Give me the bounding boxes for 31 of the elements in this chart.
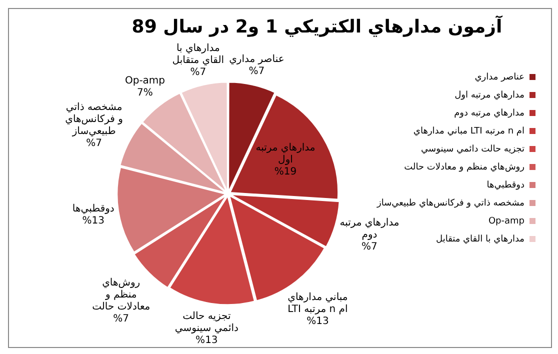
slice-label: Op-amp bbox=[124, 75, 166, 86]
slice-label: مدارهاي مرتبه اول bbox=[256, 142, 316, 166]
legend-label: تجزيه حالت دائمي سينوسي bbox=[421, 144, 525, 154]
slice-label: مباني مدارهاي LTI مرتبه n ام bbox=[288, 292, 348, 316]
data-label: %13 bbox=[196, 335, 218, 346]
slice-label: مدارهاي با القاي متقابل bbox=[172, 42, 224, 66]
data-label: %13 bbox=[82, 216, 105, 227]
data-label: %7 bbox=[86, 138, 102, 150]
legend-label: مدارهاي مرتبه دوم bbox=[454, 108, 525, 118]
legend-label: مدارهاي مرتبه اول bbox=[454, 90, 525, 100]
legend-label: مباني مدارهاي LTI مرتبه n ام bbox=[413, 126, 524, 136]
data-label: %7 bbox=[113, 313, 130, 324]
slice-label: مدارهاي مرتبه دوم bbox=[340, 217, 400, 240]
legend-label: عناصر مداري bbox=[474, 72, 524, 82]
legend-label: دوقطبي‌ها bbox=[486, 180, 524, 190]
slice-label: عناصر مداري bbox=[229, 54, 284, 66]
slice-label: دوقطبي‌ها bbox=[72, 204, 114, 215]
slice-label: روش‌هاي منظم و معادلات حالت bbox=[92, 277, 150, 312]
legend-label: روش‌هاي منظم و معادلات حالت bbox=[404, 162, 524, 172]
legend-label: Op-amp bbox=[488, 216, 525, 226]
data-label: 7% bbox=[137, 87, 153, 98]
data-label: %7 bbox=[362, 241, 378, 252]
data-label: %7 bbox=[190, 66, 206, 78]
data-label: %7 bbox=[248, 66, 265, 78]
slice-label: تجزيه حالت دائمي سينوسي bbox=[174, 311, 238, 334]
legend-label: مشخصه ذاتي و فركانس‌هاي طبيعي‌ساز bbox=[376, 198, 525, 208]
data-label: %19 bbox=[274, 166, 297, 178]
slice-label: مشخصه ذاتي و فركانس‌هاي طبيعي‌ساز bbox=[65, 102, 124, 138]
chart-title: آزمون مدارهاي الكتريكي 1 و2 در سال 89 bbox=[132, 14, 504, 38]
legend-label: مدارهاي با القاي متقابل bbox=[436, 234, 525, 244]
data-label: %13 bbox=[306, 316, 329, 328]
